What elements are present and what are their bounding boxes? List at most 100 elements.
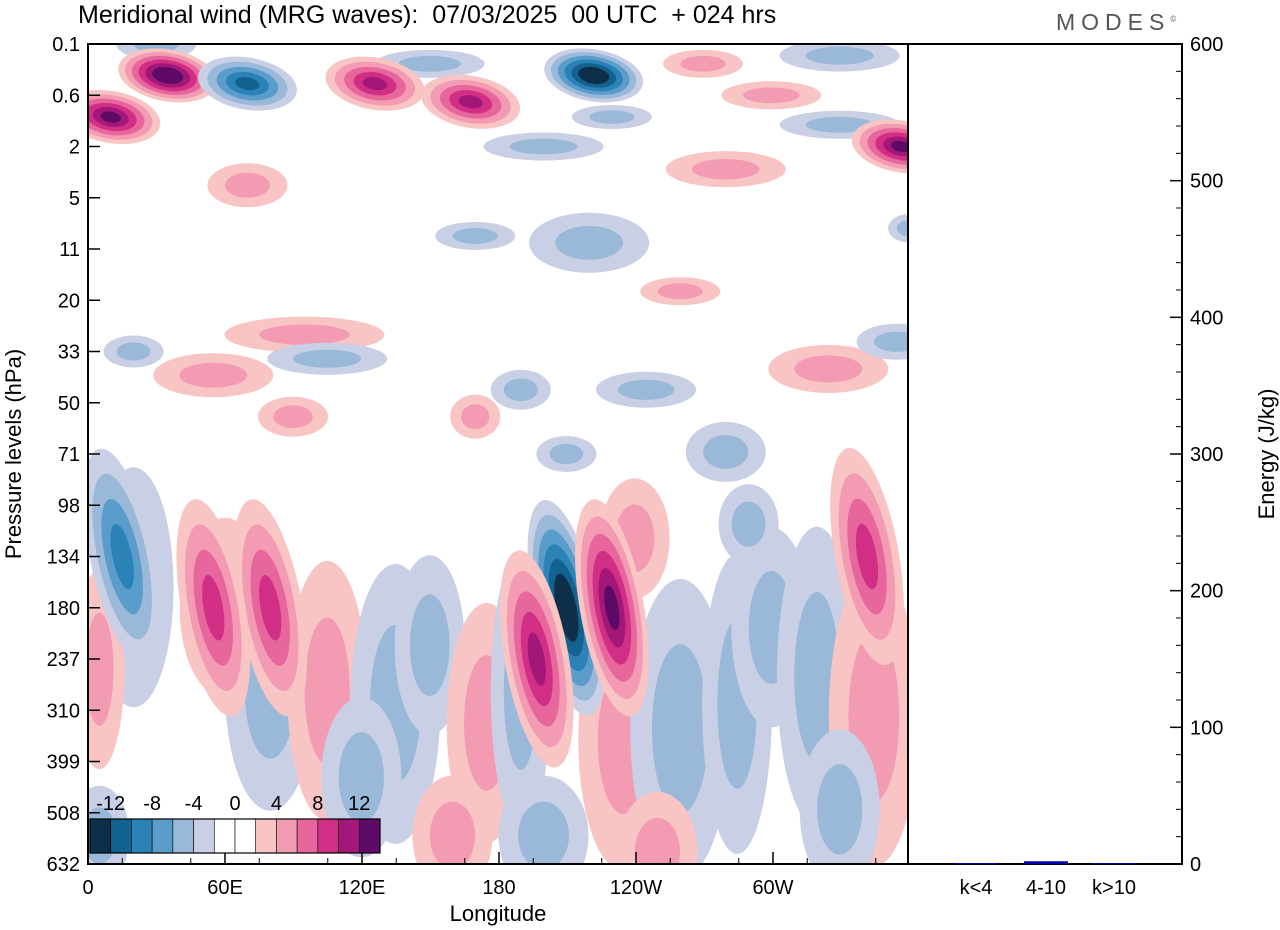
y-tick-label: 33 — [58, 342, 80, 364]
contour-blob — [509, 138, 578, 155]
energy-tick-label: 100 — [1190, 717, 1223, 739]
contour-blob — [398, 55, 461, 72]
y-tick-label: 11 — [59, 239, 80, 261]
contour-blob — [293, 349, 362, 368]
colorbar-label: 0 — [229, 793, 240, 815]
colorbar-swatch — [151, 818, 174, 854]
colorbar: -12 -8 -4 0 4 8 12 — [89, 793, 381, 854]
x-tick-label: 0 — [82, 877, 93, 899]
colorbar-swatch — [338, 818, 360, 854]
x-tick-label: 120E — [339, 877, 386, 899]
contour-blob — [202, 574, 225, 641]
contour-blob — [458, 95, 483, 109]
contour-blob — [874, 331, 908, 352]
colorbar-swatch — [255, 818, 277, 854]
energy-tick-label: 300 — [1190, 444, 1223, 466]
energy-bars: k<4 4-10 k>10 — [954, 861, 1136, 899]
energy-category-label: k>10 — [1092, 877, 1136, 899]
contour-blob — [651, 644, 709, 814]
energy-tick-label: 200 — [1190, 581, 1223, 603]
contour-blob — [273, 405, 313, 428]
y-axis-title: Pressure levels (hPa) — [1, 349, 26, 559]
energy-tick-label: 500 — [1190, 171, 1223, 193]
contour-blob — [691, 159, 760, 180]
contour-blob — [338, 732, 384, 823]
y-tick-label: 0.1 — [52, 34, 80, 56]
colorbar-swatch — [234, 818, 257, 854]
contour-blob — [259, 574, 282, 641]
contour-blob — [518, 801, 569, 864]
contour-blob — [890, 140, 908, 153]
contour-blob — [158, 70, 177, 81]
colorbar-swatch — [276, 818, 298, 854]
contour-blob — [794, 355, 863, 383]
contour-blob — [527, 632, 546, 686]
colorbar-label: 12 — [348, 793, 370, 815]
x-tick-label: 120W — [610, 877, 662, 899]
contour-blob — [110, 523, 134, 590]
colorbar-swatch — [172, 818, 194, 854]
y-tick-label: 508 — [47, 803, 80, 825]
colorbar-label: 8 — [312, 793, 323, 815]
contour-blob — [634, 817, 681, 864]
y-tick-label: 134 — [47, 547, 80, 569]
colorbar-label: -12 — [96, 793, 125, 815]
energy-panel-frame — [907, 43, 1183, 865]
y-tick-label: 0.6 — [52, 85, 80, 107]
energy-tick-label: 400 — [1190, 307, 1223, 329]
contour-blob — [235, 77, 260, 91]
contour-blob — [179, 362, 248, 388]
contour-blob — [362, 77, 388, 91]
energy-axis: 0 100 200 300 400 500 600 — [1170, 34, 1223, 876]
y-tick-label: 71 — [58, 444, 80, 466]
y-tick-label: 2 — [69, 137, 80, 159]
contour-blob — [461, 404, 490, 430]
y-tick-label: 5 — [69, 188, 80, 210]
contour-blob — [224, 172, 271, 198]
y-tick-label: 98 — [58, 495, 80, 517]
colorbar-swatch — [317, 818, 339, 854]
contour-blob — [680, 55, 726, 72]
modes-logo: MODES© — [1056, 9, 1176, 36]
energy-tick-label: 600 — [1190, 34, 1223, 56]
contour-blob — [100, 111, 121, 123]
energy-bar — [1024, 861, 1068, 864]
x-axis-title: Longitude — [450, 901, 547, 926]
colorbar-swatch — [193, 818, 215, 854]
contour-blob — [584, 70, 603, 81]
y-tick-label: 399 — [47, 752, 80, 774]
contour-blob — [703, 434, 749, 469]
contour-blob — [855, 523, 879, 590]
energy-category-label: k<4 — [960, 877, 993, 899]
contour-blob — [896, 220, 908, 237]
brand-mark: © — [1170, 14, 1177, 24]
colorbar-label: -8 — [143, 793, 161, 815]
longitude-axis: 0 60E 120E 180 120W 60W — [82, 852, 877, 899]
contour-blob — [743, 87, 800, 104]
chart-title: Meridional wind (MRG waves): 07/03/2025 … — [78, 1, 777, 29]
contour-blob — [409, 594, 450, 697]
x-tick-label: 60E — [207, 877, 243, 899]
contour-blob — [805, 46, 874, 65]
brand-text: MODES — [1056, 9, 1171, 35]
energy-axis-title: Energy (J/kg) — [1254, 389, 1279, 520]
y-tick-label: 310 — [47, 700, 80, 722]
contour-blob — [794, 591, 840, 762]
contour-blob — [589, 110, 635, 124]
colorbar-swatch — [358, 818, 381, 854]
contour-blob — [88, 612, 114, 726]
y-tick-label: 180 — [47, 598, 80, 620]
contour-blob — [805, 116, 874, 133]
colorbar-label: 4 — [271, 793, 282, 815]
pressure-axis: 0.1 0.6 2 5 11 20 33 50 71 98 134 180 237 310 399 508 63… — [47, 34, 100, 876]
energy-tick-label: 0 — [1190, 854, 1201, 876]
y-tick-label: 50 — [58, 393, 80, 415]
energy-bar — [1092, 863, 1136, 864]
contour-blob — [657, 283, 703, 300]
contour-blob — [555, 225, 624, 260]
heatmap-field — [88, 44, 908, 864]
contour-blob — [604, 585, 620, 631]
contour-blob — [116, 342, 151, 361]
x-tick-label: 60W — [752, 877, 793, 899]
